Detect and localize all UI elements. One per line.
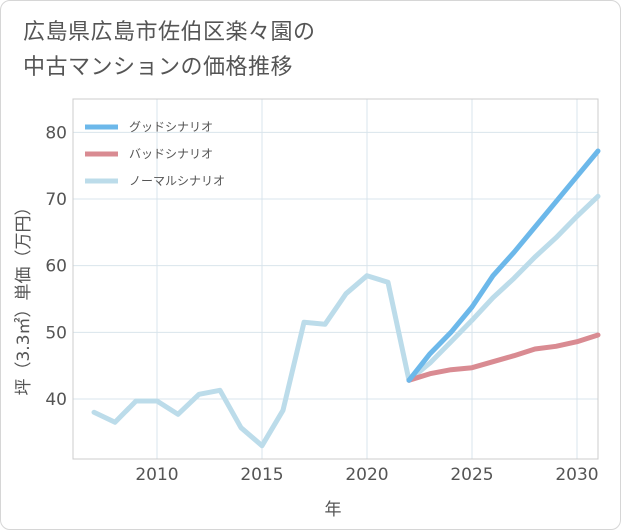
y-tick-label: 40	[45, 390, 67, 410]
series-line-1	[406, 148, 601, 383]
x-tick-label: 2015	[240, 465, 283, 485]
series-line-3	[91, 193, 601, 449]
title-line-1: 広島県広島市佐伯区楽々園の	[23, 20, 316, 45]
plot-frame	[72, 98, 599, 460]
y-tick-label: 60	[45, 257, 67, 277]
chart-title: 広島県広島市佐伯区楽々園の 中古マンションの価格推移	[23, 15, 583, 85]
x-tick-label: 2020	[345, 465, 388, 485]
series-group	[91, 148, 601, 449]
legend-label: グッドシナリオ	[129, 120, 213, 134]
legend-label: バッドシナリオ	[129, 147, 213, 161]
legend-label: ノーマルシナリオ	[129, 174, 225, 188]
x-tick-label: 2010	[135, 465, 178, 485]
x-axis-label: 年	[325, 500, 342, 520]
title-line-2: 中古マンションの価格推移	[23, 55, 294, 80]
y-tick-label: 80	[45, 123, 67, 143]
x-tick-label: 2030	[555, 465, 598, 485]
series-line-2	[406, 332, 601, 383]
y-axis-label: 坪（3.3㎡）単価（万円）	[14, 198, 34, 395]
x-tick-label: 2025	[450, 465, 493, 485]
grid	[73, 99, 598, 459]
x-tick-labels: 2010 2015 2020 2025 2030	[135, 465, 598, 485]
y-tick-label: 50	[45, 323, 67, 343]
y-tick-labels: 40 50 60 70 80	[45, 123, 67, 410]
y-tick-label: 70	[45, 190, 67, 210]
